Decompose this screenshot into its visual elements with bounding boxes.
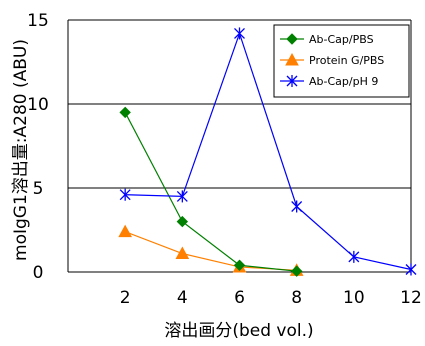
x-tick-label: 10 — [343, 288, 365, 308]
y-tick-label: 5 — [33, 179, 44, 199]
legend-item-protein-g-pbs: Protein G/PBS — [280, 52, 384, 67]
y-tick-label: 10 — [27, 95, 49, 115]
x-tick-label: 12 — [400, 288, 422, 308]
data-point — [291, 200, 303, 213]
data-point — [118, 224, 133, 238]
y-tick-label: 0 — [33, 263, 44, 283]
x-tick-label: 8 — [291, 288, 302, 308]
data-point — [405, 263, 417, 276]
data-point — [290, 265, 303, 277]
data-point — [348, 250, 360, 263]
data-point — [176, 215, 189, 228]
legend-marker — [286, 33, 298, 45]
data-point — [234, 27, 245, 40]
x-axis-title: 溶出画分(bed vol.) — [164, 321, 313, 341]
data-point — [119, 106, 131, 119]
legend-marker — [285, 52, 299, 66]
y-axis-title: moIgG1溶出量:A280 (ABU) — [11, 39, 31, 261]
data-point — [119, 188, 131, 201]
data-point — [233, 259, 246, 271]
series-ab-cap-ph-9 — [119, 27, 417, 276]
legend-label: Ab-Cap/PBS — [309, 33, 374, 46]
series-line — [125, 31, 412, 271]
series-layer — [118, 27, 417, 277]
series-line — [124, 112, 297, 272]
legend: Ab-Cap/PBS Protein G/PBS Ab-Cap/pH 9 — [273, 24, 410, 98]
x-tick-label: 2 — [120, 288, 131, 308]
legend-label: Protein G/PBS — [309, 54, 384, 67]
legend-items: Ab-Cap/PBS Protein G/PBS Ab-Cap/pH 9 — [280, 33, 384, 88]
x-tick-label: 4 — [177, 288, 188, 308]
legend-marker — [286, 75, 298, 87]
data-point — [175, 246, 190, 260]
x-tick-labels: 2 4 6 8 10 12 — [120, 288, 422, 308]
gridlines — [68, 103, 411, 189]
legend-item-ab-cap-ph-9: Ab-Cap/pH 9 — [280, 75, 378, 88]
data-point — [176, 190, 188, 203]
series-ab-cap-pbs — [119, 106, 303, 277]
x-tick-label: 6 — [234, 288, 245, 308]
y-tick-labels: 0 5 10 15 — [27, 11, 49, 283]
legend-label: Ab-Cap/pH 9 — [309, 75, 378, 88]
y-tick-label: 15 — [27, 11, 49, 31]
legend-item-ab-cap-pbs: Ab-Cap/PBS — [280, 33, 374, 46]
